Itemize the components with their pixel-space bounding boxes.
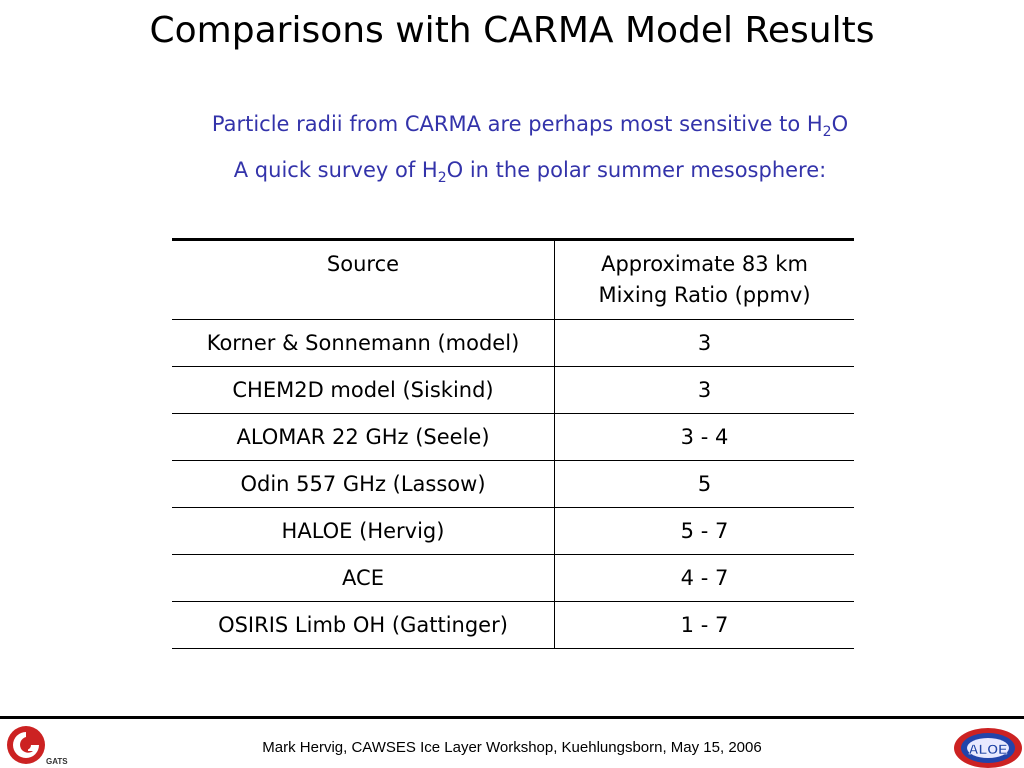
header-mixing-ratio-line-1: Approximate 83 km — [601, 252, 808, 276]
subscript-2: 2 — [822, 124, 832, 141]
table-row: CHEM2D model (Siskind) 3 — [172, 366, 854, 414]
subscript-2: 2 — [437, 170, 447, 187]
subtitle-line-1: Particle radii from CARMA are perhaps mo… — [0, 112, 1024, 140]
source-cell: Korner & Sonnemann (model) — [172, 319, 555, 367]
subtitle-line-2-text: A quick survey of H — [233, 158, 438, 182]
mixing-ratio-cell: 4 - 7 — [554, 554, 854, 602]
haloe-logo-icon: ALOE — [954, 728, 1022, 768]
source-cell: ALOMAR 22 GHz (Seele) — [172, 413, 555, 461]
mixing-ratio-cell: 3 - 4 — [554, 413, 854, 461]
gats-logo-text: GATS — [46, 757, 68, 766]
table-header-row: Source Approximate 83 km Mixing Ratio (p… — [172, 238, 854, 320]
haloe-logo-text: ALOE — [969, 741, 1008, 757]
source-cell: OSIRIS Limb OH (Gattinger) — [172, 601, 555, 649]
subtitle-line-2-tail: O in the polar summer mesosphere: — [446, 158, 827, 182]
table-body: Korner & Sonnemann (model) 3 CHEM2D model … — [172, 319, 854, 649]
table-row: OSIRIS Limb OH (Gattinger) 1 - 7 — [172, 601, 854, 649]
subtitle-line-1-text: Particle radii from CARMA are perhaps mo… — [211, 112, 823, 136]
slide-title: Comparisons with CARMA Model Results — [149, 10, 875, 51]
subtitle-line-1-tail: O — [831, 112, 849, 136]
source-cell: CHEM2D model (Siskind) — [172, 366, 555, 414]
mixing-ratio-cell: 5 — [554, 460, 854, 508]
h2o-survey-table: Source Approximate 83 km Mixing Ratio (p… — [172, 238, 854, 649]
mixing-ratio-cell: 5 - 7 — [554, 507, 854, 555]
footer-divider — [0, 716, 1024, 719]
table-row: ACE 4 - 7 — [172, 554, 854, 602]
subtitle-line-2: A quick survey of H2O in the polar summe… — [0, 158, 1024, 186]
table-row: ALOMAR 22 GHz (Seele) 3 - 4 — [172, 413, 854, 461]
header-mixing-ratio-line-2: Mixing Ratio (ppmv) — [598, 283, 811, 307]
mixing-ratio-cell: 3 — [554, 366, 854, 414]
footer-credit: Mark Hervig, CAWSES Ice Layer Workshop, … — [262, 739, 762, 756]
source-cell: ACE — [172, 554, 555, 602]
table-row: HALOE (Hervig) 5 - 7 — [172, 507, 854, 555]
source-cell: HALOE (Hervig) — [172, 507, 555, 555]
gats-logo-icon: GATS — [7, 726, 68, 766]
header-source: Source — [172, 238, 555, 320]
mixing-ratio-cell: 3 — [554, 319, 854, 367]
header-mixing-ratio: Approximate 83 km Mixing Ratio (ppmv) — [554, 238, 854, 320]
mixing-ratio-cell: 1 - 7 — [554, 601, 854, 649]
table-row: Odin 557 GHz (Lassow) 5 — [172, 460, 854, 508]
source-cell: Odin 557 GHz (Lassow) — [172, 460, 555, 508]
table-row: Korner & Sonnemann (model) 3 — [172, 319, 854, 367]
